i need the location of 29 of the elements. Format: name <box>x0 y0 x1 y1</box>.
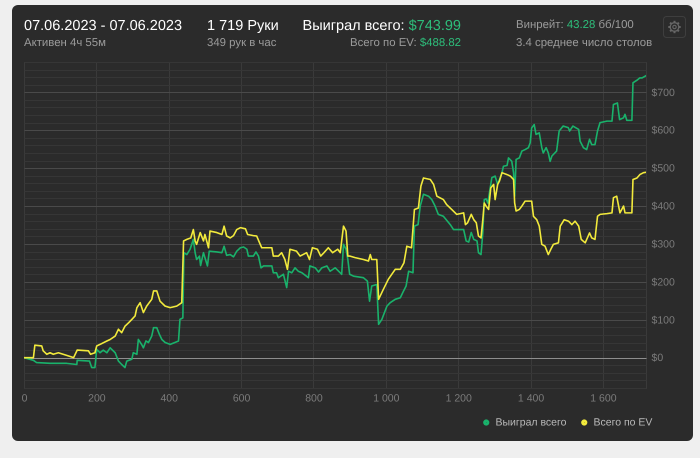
x-tick-label: 400 <box>160 392 178 404</box>
y-tick-label: $700 <box>652 86 676 99</box>
x-tick-label: 1 000 <box>373 392 400 404</box>
line-series <box>24 74 646 368</box>
text: 1 719 Руки <box>207 18 279 35</box>
line-series <box>24 172 646 358</box>
x-tick-label: 1 400 <box>518 392 544 404</box>
chart-title: 07.06.2023 - 07.06.2023 <box>24 18 182 35</box>
x-tick-label: 200 <box>88 392 106 404</box>
x-tick-label: 800 <box>305 392 323 404</box>
legend-label: Выиграл всего <box>496 416 567 429</box>
text: Винрейт: 43.28 бб/100 <box>516 19 634 32</box>
x-tick-label: 1 200 <box>446 392 472 404</box>
y-tick-label: $400 <box>652 200 676 213</box>
x-tick-label: 0 <box>22 392 28 404</box>
text: 349 рук в час <box>207 37 276 50</box>
y-tick-label: $500 <box>652 162 676 175</box>
chart-subtitle: Активен 4ч 55м <box>24 37 106 50</box>
x-tick-label: 600 <box>232 392 251 404</box>
y-tick-label: $0 <box>652 352 664 364</box>
y-tick-label: $200 <box>652 276 676 288</box>
legend-label: Всего по EV <box>594 416 652 429</box>
y-tick-label: $600 <box>652 124 676 137</box>
text: 3.4 среднее число столов <box>516 37 652 50</box>
x-tick-label: 1 600 <box>590 392 617 404</box>
y-tick-label: $100 <box>652 314 676 326</box>
text: Всего по EV: $488.82 <box>350 37 461 50</box>
y-tick-label: $300 <box>652 238 676 250</box>
text: Выиграл всего: $743.99 <box>302 18 461 35</box>
